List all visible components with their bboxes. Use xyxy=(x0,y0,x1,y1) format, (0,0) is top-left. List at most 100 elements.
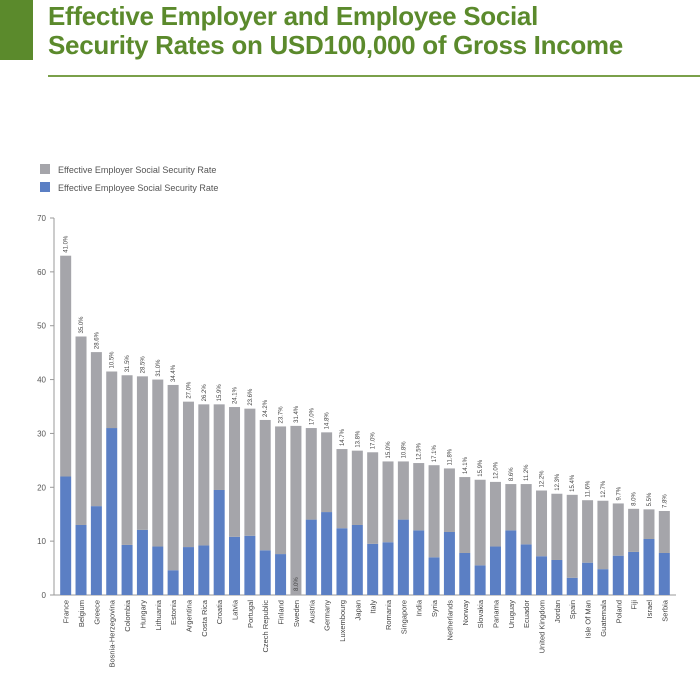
x-tick-label: Croatia xyxy=(215,599,224,624)
bar-employee xyxy=(336,528,348,595)
y-tick-label: 60 xyxy=(37,268,46,277)
x-tick-label: Uruguay xyxy=(507,600,516,629)
legend-label-employee: Effective Employee Social Security Rate xyxy=(58,183,218,193)
page-title: Effective Employer and Employee Social S… xyxy=(48,2,623,60)
bar-value-label: 35.0% xyxy=(79,316,85,334)
x-tick-label: Poland xyxy=(614,600,623,623)
x-tick-label: Portugal xyxy=(246,600,255,628)
bar-employer xyxy=(275,426,287,555)
bar-employer xyxy=(658,510,670,553)
bar-value-label: 12.2% xyxy=(540,470,546,488)
bar-employer xyxy=(597,500,609,570)
bar-employee xyxy=(551,559,563,595)
bar-employer xyxy=(351,450,363,525)
title-line-1: Effective Employer and Employee Social xyxy=(48,1,539,31)
bar-employee xyxy=(367,543,379,595)
x-tick-label: Sweden xyxy=(292,600,301,627)
bar-value-label: 17.0% xyxy=(371,432,377,450)
bar-value-label: 17.0% xyxy=(309,407,315,425)
bar-value-label: 23.7% xyxy=(279,406,285,424)
bar-employee xyxy=(136,529,148,595)
bar-employee xyxy=(106,428,118,595)
bar-value-label: 34.4% xyxy=(171,364,177,382)
bar-employer xyxy=(582,500,594,563)
x-tick-label: Czech Republic xyxy=(261,600,270,653)
bar-value-label: 11.8% xyxy=(447,448,453,465)
bar-employer xyxy=(474,479,486,566)
bar-employee xyxy=(259,550,271,595)
bar-employee xyxy=(213,489,225,595)
bar-employer xyxy=(643,509,655,539)
x-tick-label: Serbia xyxy=(660,599,669,622)
x-tick-label: Greece xyxy=(92,600,101,625)
bar-employer xyxy=(551,493,563,560)
bar-value-label: 26.2% xyxy=(202,384,208,402)
x-tick-label: France xyxy=(62,600,71,623)
x-tick-label: Austria xyxy=(307,599,316,623)
bar-value-label: 27.0% xyxy=(186,381,192,399)
bar-value-label: 11.6% xyxy=(586,480,592,497)
bar-employer xyxy=(459,477,471,553)
x-tick-label: Colombia xyxy=(123,599,132,632)
x-tick-label: Costa Rica xyxy=(200,599,209,637)
bar-employee xyxy=(443,531,455,595)
x-tick-label: Guatemala xyxy=(599,599,608,637)
x-tick-label: Germany xyxy=(323,600,332,631)
bar-employee xyxy=(305,519,317,595)
bar-employer xyxy=(152,379,164,547)
bar-employer xyxy=(443,468,455,532)
bar-value-label: 10.8% xyxy=(401,441,407,459)
bar-employee xyxy=(229,536,241,595)
bar-value-label: 5.5% xyxy=(647,492,653,506)
x-tick-label: Finland xyxy=(277,600,286,625)
bar-employer xyxy=(106,371,118,429)
bar-value-label: 28.5% xyxy=(140,356,146,374)
bar-value-label: 17.1% xyxy=(432,445,438,463)
bar-employee xyxy=(428,557,440,595)
bar-value-label: 31.5% xyxy=(125,355,131,373)
x-tick-label: Japan xyxy=(353,600,362,620)
bar-employee xyxy=(167,570,179,595)
bar-employee xyxy=(382,542,394,595)
bar-value-label: 15.9% xyxy=(217,384,223,402)
bar-employee xyxy=(152,546,164,595)
bar-employer xyxy=(612,503,624,556)
bar-employee xyxy=(489,546,501,595)
bar-employer xyxy=(198,404,210,546)
y-tick-label: 0 xyxy=(42,591,47,600)
title-line-2: Security Rates on USD100,000 of Gross In… xyxy=(48,30,623,60)
x-tick-label: Singapore xyxy=(399,600,408,634)
bar-value-label: 23.6% xyxy=(248,388,254,406)
x-tick-label: Argentina xyxy=(184,599,193,632)
x-tick-label: India xyxy=(415,599,424,616)
y-tick-label: 50 xyxy=(37,322,46,331)
x-tick-label: Isle Of Man xyxy=(584,600,593,638)
x-tick-label: Spain xyxy=(568,600,577,619)
bar-employer xyxy=(397,461,409,520)
bar-employee xyxy=(597,569,609,595)
bar-value-label: 15.9% xyxy=(478,459,484,477)
x-tick-label: Italy xyxy=(369,600,378,614)
x-tick-label: Romania xyxy=(384,599,393,630)
bar-employer xyxy=(321,432,333,513)
bar-employee xyxy=(275,554,287,595)
bar-value-label: 7.8% xyxy=(662,494,668,508)
bar-employee xyxy=(474,565,486,595)
bar-employer xyxy=(229,407,241,537)
bar-employee xyxy=(520,544,532,595)
x-tick-label: Panama xyxy=(491,599,500,628)
bar-employee xyxy=(612,555,624,595)
x-tick-label: Belgium xyxy=(77,600,86,627)
x-tick-label: Lithuania xyxy=(154,599,163,630)
bar-employee xyxy=(351,524,363,595)
x-tick-label: Fiji xyxy=(630,600,639,610)
bar-value-label: 31.0% xyxy=(156,359,162,377)
bar-employee xyxy=(536,556,548,595)
bar-employer xyxy=(290,425,302,595)
bar-value-label: 28.6% xyxy=(94,331,100,349)
brand-block xyxy=(0,0,33,60)
bar-employer xyxy=(566,494,578,578)
x-tick-label: Jordan xyxy=(553,600,562,623)
stacked-bar-chart: Effective Employer Social Security Rate E… xyxy=(37,164,676,668)
bar-employer xyxy=(259,419,271,551)
